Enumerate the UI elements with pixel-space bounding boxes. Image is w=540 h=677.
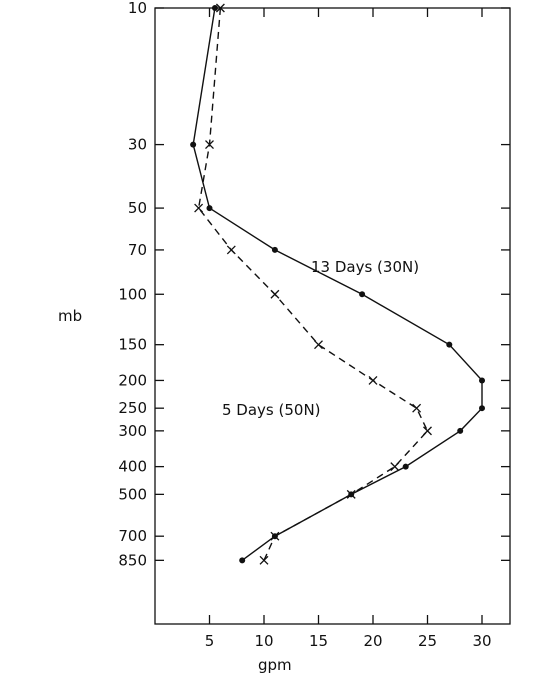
data-point-dot: [206, 205, 213, 212]
y-tick-label: 250: [118, 399, 147, 417]
y-tick-label: 10: [128, 0, 147, 17]
y-tick-label: 30: [128, 136, 147, 154]
cross-stroke: [270, 531, 280, 541]
data-point-cross: [423, 426, 432, 436]
data-point-dot: [402, 463, 409, 470]
y-tick-label: 150: [118, 336, 147, 354]
x-axis-label: gpm: [258, 656, 292, 674]
y-tick-label: 70: [128, 241, 147, 259]
x-tick-label: 5: [205, 632, 215, 650]
data-point-cross: [346, 489, 356, 499]
data-point-cross: [226, 245, 236, 255]
data-point-dot: [239, 557, 246, 564]
x-tick-label: 15: [309, 632, 328, 650]
cross-stroke: [368, 375, 378, 385]
y-tick-label: 850: [118, 551, 147, 569]
data-point-dot: [479, 377, 485, 384]
y-tick-label: 200: [118, 371, 147, 389]
cross-stroke: [205, 140, 214, 150]
series-layer: [190, 3, 485, 565]
series-line-1: [192, 7, 483, 561]
x-axis-ticks: 5 10 15 20 25 30: [205, 8, 492, 650]
cross-stroke: [346, 489, 356, 499]
y-tick-label: 400: [118, 458, 147, 476]
cross-stroke: [423, 426, 432, 436]
data-point-cross: [215, 3, 225, 13]
data-point-cross: [270, 289, 280, 299]
cross-stroke: [412, 403, 422, 413]
cross-stroke: [270, 289, 280, 299]
x-tick-label: 10: [254, 632, 273, 650]
data-point-cross: [368, 375, 378, 385]
data-point-cross: [412, 403, 422, 413]
data-point-dot: [190, 141, 197, 148]
cross-stroke: [194, 203, 204, 213]
y-tick-label: 300: [118, 422, 147, 440]
data-point-cross: [205, 140, 214, 150]
cross-stroke: [259, 555, 269, 565]
annotation-13-days: 13 Days (30N): [311, 258, 419, 276]
series-line-2: [197, 7, 429, 561]
plot-frame: [154, 7, 511, 625]
data-point-cross: [270, 531, 280, 541]
data-point-dot: [359, 291, 366, 298]
cross-stroke: [390, 462, 400, 472]
x-tick-label: 20: [363, 632, 382, 650]
data-point-cross: [259, 555, 269, 565]
y-axis-label: mb: [58, 307, 82, 325]
data-point-dot: [479, 405, 485, 412]
x-tick-label: 25: [418, 632, 437, 650]
data-point-dot: [446, 341, 453, 348]
data-point-dot: [271, 246, 278, 253]
cross-stroke: [314, 340, 323, 350]
cross-stroke: [226, 245, 236, 255]
data-point-cross: [194, 203, 204, 213]
y-tick-label: 50: [128, 199, 147, 217]
x-tick-label: 30: [472, 632, 491, 650]
y-axis-ticks: 10 30 50 70 100 150 200 250 300 400 500 700 850: [118, 0, 510, 569]
cross-stroke: [215, 3, 225, 13]
y-tick-label: 500: [118, 485, 147, 503]
data-point-dot: [211, 5, 218, 11]
data-point-dot: [457, 427, 464, 434]
y-tick-label: 100: [118, 285, 147, 303]
y-tick-label: 700: [118, 527, 147, 545]
data-point-cross: [390, 462, 400, 472]
annotation-5-days: 5 Days (50N): [222, 401, 321, 419]
data-point-cross: [314, 340, 323, 350]
